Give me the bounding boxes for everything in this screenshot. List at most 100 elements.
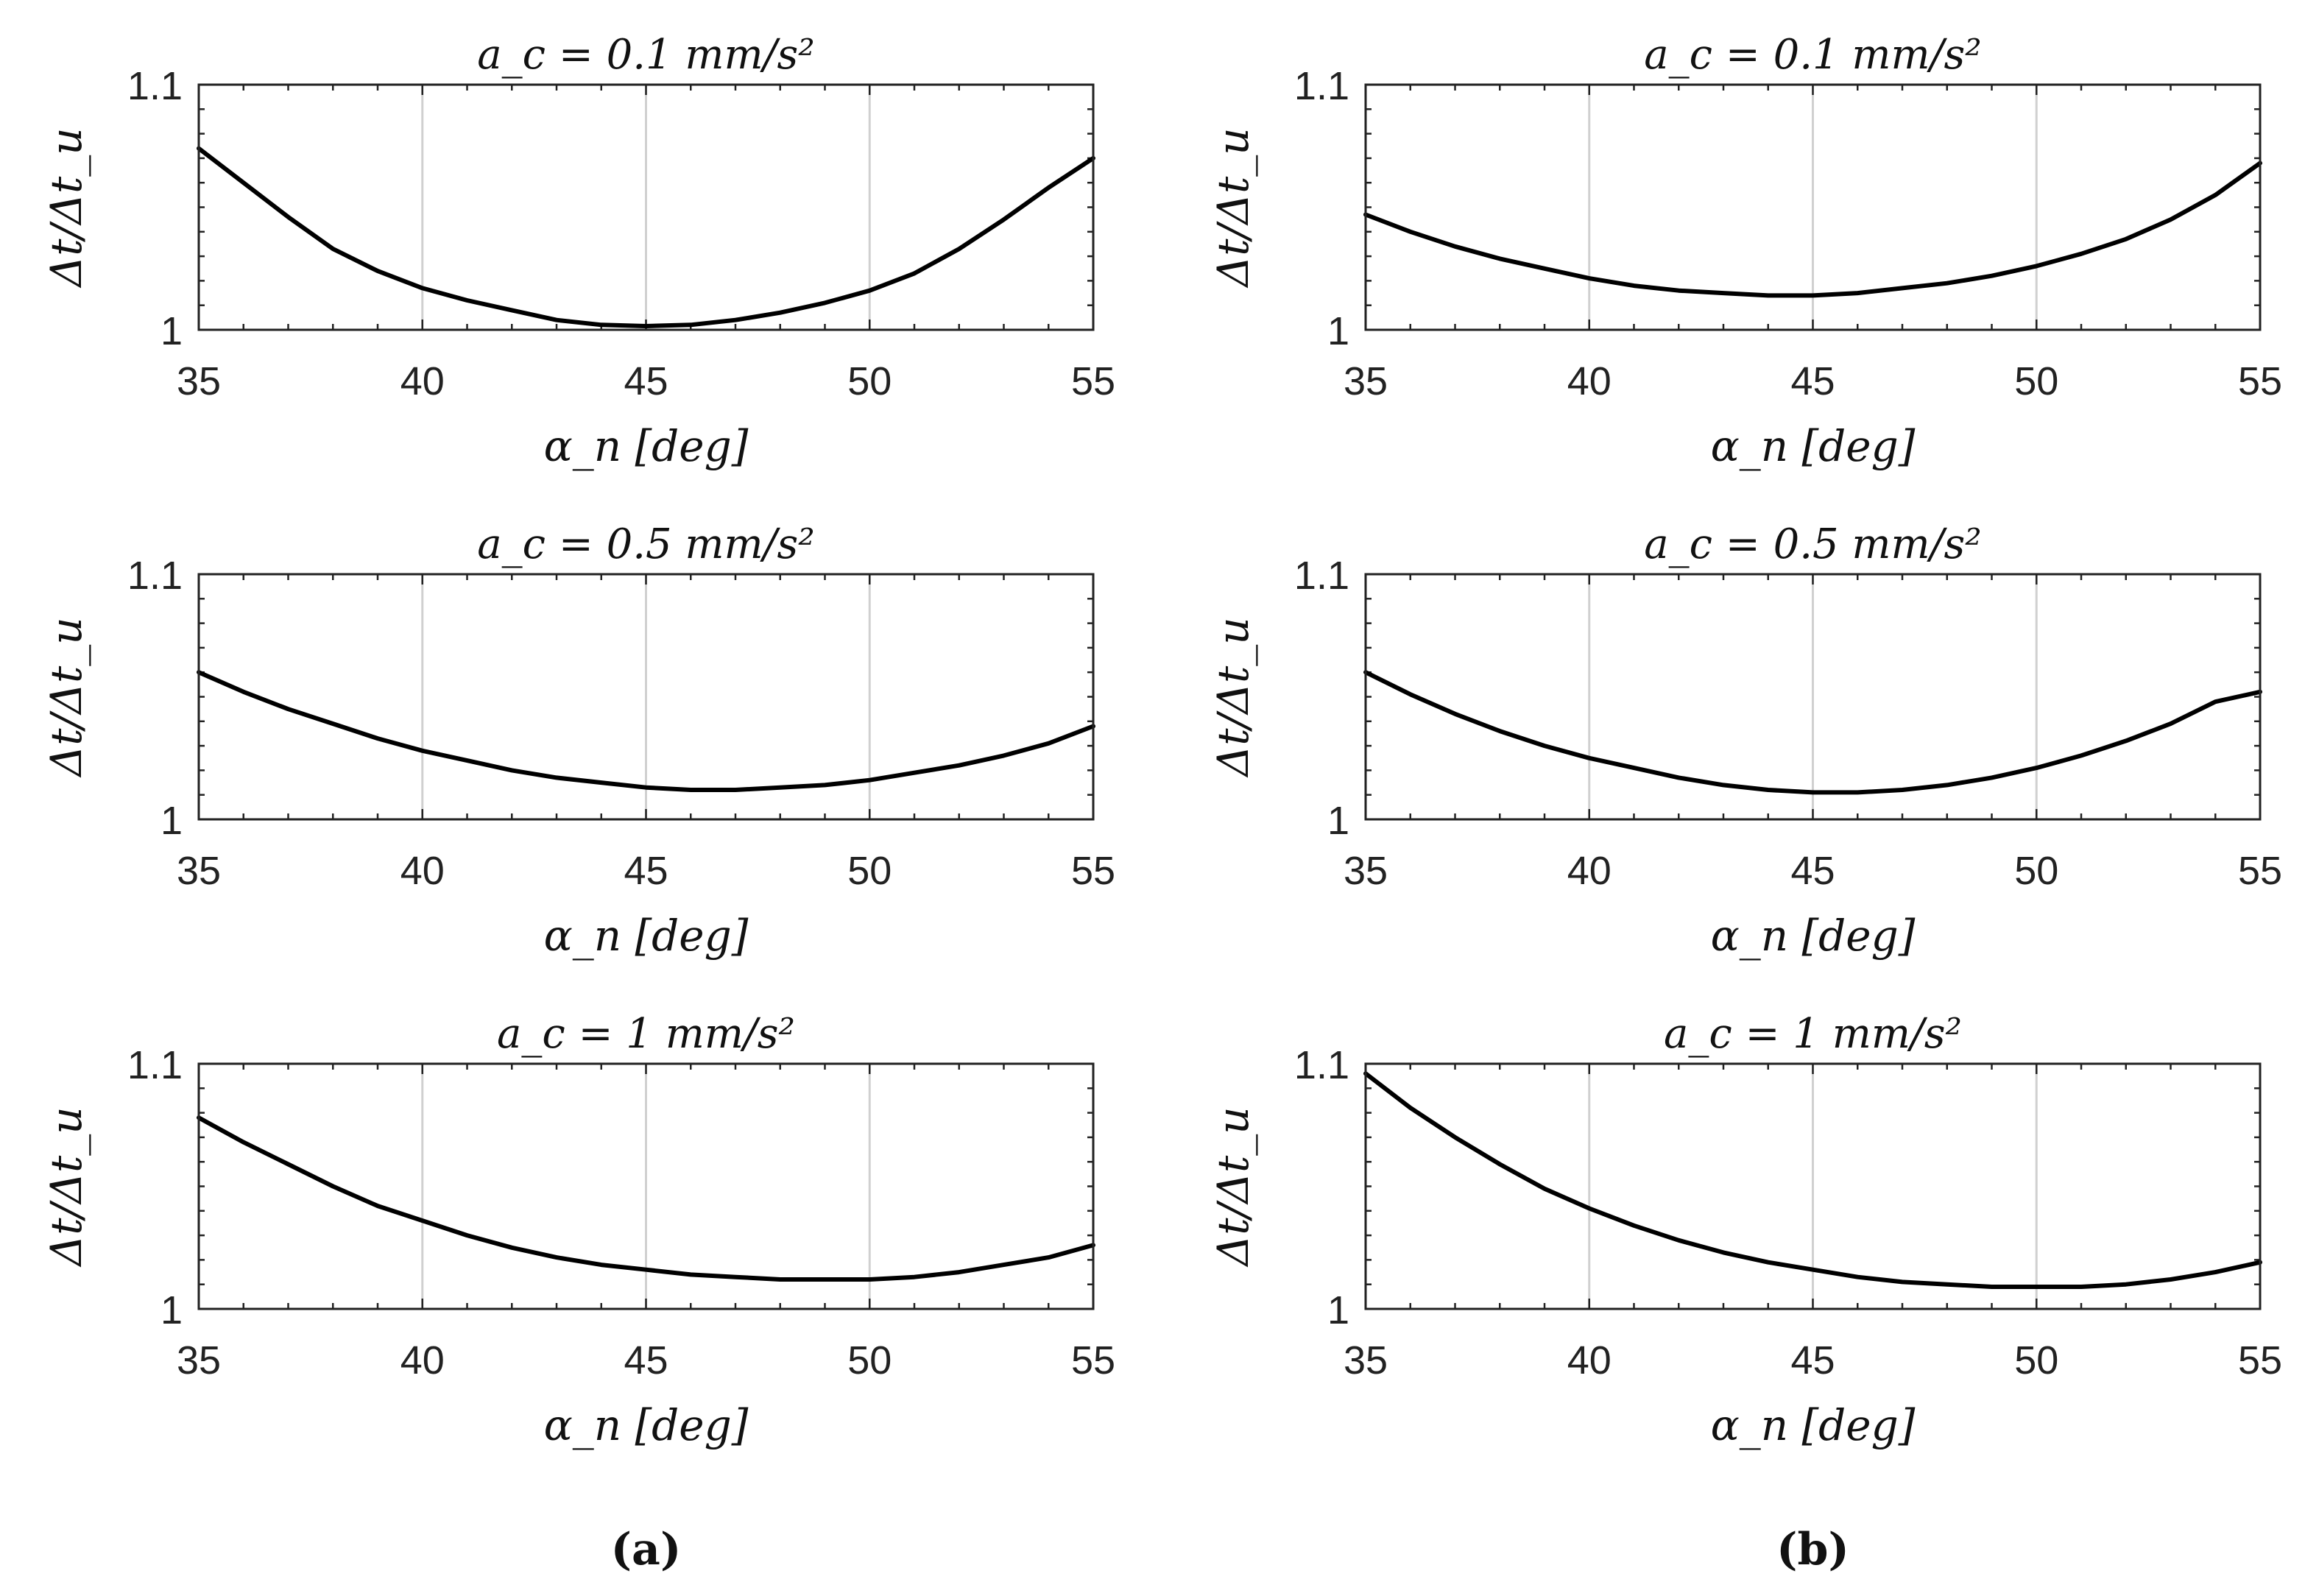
axes-box (197, 573, 1095, 821)
data-point (1544, 268, 1545, 269)
y-axis-label: Δt/Δt_u (41, 617, 91, 777)
panel-label-a: (a) (611, 1524, 682, 1575)
data-point (1991, 1286, 1993, 1288)
data-point (1003, 1264, 1005, 1265)
x-tick-label: 40 (400, 359, 445, 403)
y-tick-label: 1.1 (127, 554, 183, 598)
data-point (2080, 755, 2082, 757)
data-point (1048, 743, 1049, 744)
subplot-title: a_c = 1 mm/s² (497, 1010, 795, 1058)
x-tick-label: 35 (177, 849, 221, 893)
x-tick-label: 55 (2238, 849, 2282, 893)
x-axis-label: α_n [deg] (544, 421, 749, 471)
data-point (287, 708, 289, 710)
axes-box (1364, 573, 2262, 821)
x-tick-label: 55 (1071, 1338, 1115, 1383)
data-point (556, 319, 557, 321)
series-line (197, 146, 1095, 328)
data-point (377, 738, 378, 739)
data-point (1857, 791, 1858, 793)
x-tick-label: 40 (1567, 1338, 1612, 1383)
y-tick-label: 1 (1327, 1288, 1349, 1332)
y-tick-label: 1 (1327, 799, 1349, 843)
x-axis-label: α_n [deg] (1711, 421, 1916, 471)
y-tick-label: 1 (160, 1288, 183, 1332)
x-tick-label: 35 (1344, 359, 1388, 403)
x-tick-label: 45 (624, 849, 668, 893)
axes-box (197, 1062, 1095, 1310)
y-tick-label: 1.1 (1294, 64, 1349, 108)
data-point (1410, 693, 1411, 695)
y-axis-label: Δt/Δt_u (41, 127, 91, 288)
data-point (1812, 294, 1814, 296)
data-point (1544, 1188, 1545, 1190)
y-axis-label: Δt/Δt_u (41, 1106, 91, 1267)
x-tick-label: 55 (2238, 1338, 2282, 1383)
x-tick-label: 50 (2014, 359, 2058, 403)
data-point (556, 777, 557, 778)
y-tick-label: 1 (160, 309, 183, 353)
data-point (2214, 1271, 2216, 1273)
data-point (1857, 292, 1858, 294)
subplot-b-3: 35 40 45 50 55 1 1.1 a_c = 1 mm/s² α_n [deg] Δt/Δ… (1208, 1010, 2282, 1450)
x-tick-label: 55 (2238, 359, 2282, 403)
data-point (2080, 1286, 2082, 1288)
subplot-a-2: 35 40 45 50 55 1 1.1 a_c = 0.5 mm/s² α_n [deg] Δt… (41, 520, 1115, 961)
x-tick-label: 55 (1071, 849, 1115, 893)
y-tick-label: 1.1 (1294, 1043, 1349, 1087)
x-tick-label: 40 (400, 849, 445, 893)
x-tick-label: 50 (847, 1338, 892, 1383)
data-point (422, 287, 423, 289)
data-point (1048, 187, 1049, 188)
subplot-a-3: 35 40 45 50 55 1 1.1 a_c = 1 mm/s² α_n [deg] Δt/Δ… (41, 1010, 1115, 1450)
x-tick-label: 45 (1790, 1338, 1835, 1383)
data-point (1812, 791, 1814, 793)
data-point (1003, 219, 1005, 220)
data-point (1991, 275, 1993, 277)
subplot-title: a_c = 0.1 mm/s² (1644, 31, 1981, 79)
axes-box (1364, 1062, 2262, 1310)
data-point (2214, 194, 2216, 196)
data-point (2036, 767, 2037, 769)
data-point (1991, 777, 1993, 778)
x-tick-label: 45 (624, 359, 668, 403)
data-point (243, 1141, 244, 1143)
data-point (377, 270, 378, 272)
x-axis-label: α_n [deg] (1711, 1400, 1916, 1450)
subplot-a-1: 35 40 45 50 55 1 1.1 a_c = 0.1 mm/s² α_n [deg] Δt… (41, 31, 1115, 471)
x-tick-label: 35 (1344, 1338, 1388, 1383)
x-tick-label: 50 (2014, 849, 2058, 893)
y-tick-label: 1 (1327, 309, 1349, 353)
data-point (869, 290, 870, 292)
x-tick-label: 40 (1567, 849, 1612, 893)
data-point (1003, 755, 1005, 757)
x-tick-label: 35 (177, 359, 221, 403)
x-tick-label: 50 (847, 849, 892, 893)
subplot-title: a_c = 0.1 mm/s² (477, 31, 814, 79)
subplot-title: a_c = 1 mm/s² (1664, 1010, 1962, 1058)
data-point (422, 750, 423, 752)
x-tick-label: 45 (1790, 849, 1835, 893)
data-point (287, 216, 289, 218)
axes-box (197, 83, 1095, 331)
data-point (1410, 1107, 1411, 1109)
x-tick-label: 50 (2014, 1338, 2058, 1383)
data-point (2125, 1284, 2127, 1285)
x-tick-label: 40 (400, 1338, 445, 1383)
y-tick-label: 1.1 (127, 64, 183, 108)
data-point (1410, 231, 1411, 233)
x-tick-label: 35 (177, 1338, 221, 1383)
x-tick-label: 40 (1567, 359, 1612, 403)
data-point (1812, 1269, 1814, 1271)
x-tick-label: 50 (847, 359, 892, 403)
y-tick-label: 1.1 (127, 1043, 183, 1087)
x-axis-label: α_n [deg] (544, 911, 749, 961)
axes-box (1364, 83, 2262, 331)
subplot-title: a_c = 0.5 mm/s² (477, 520, 814, 568)
y-axis-label: Δt/Δt_u (1208, 617, 1258, 777)
data-point (2170, 219, 2172, 220)
y-axis-label: Δt/Δt_u (1208, 1106, 1258, 1267)
x-tick-label: 35 (1344, 849, 1388, 893)
data-point (287, 1163, 289, 1165)
